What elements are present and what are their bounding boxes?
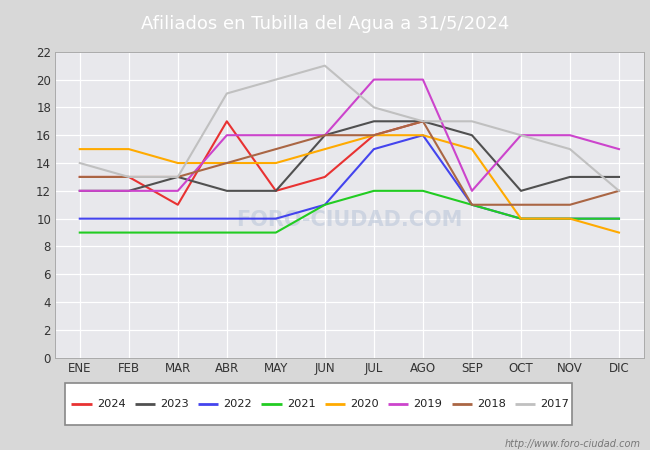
- Text: 2024: 2024: [97, 399, 125, 409]
- Text: 2020: 2020: [350, 399, 379, 409]
- Text: FORO-CIUDAD.COM: FORO-CIUDAD.COM: [236, 210, 463, 230]
- Text: 2023: 2023: [160, 399, 188, 409]
- Text: Afiliados en Tubilla del Agua a 31/5/2024: Afiliados en Tubilla del Agua a 31/5/202…: [141, 14, 509, 33]
- Text: http://www.foro-ciudad.com: http://www.foro-ciudad.com: [504, 439, 640, 449]
- Text: 2017: 2017: [540, 399, 569, 409]
- Text: 2019: 2019: [413, 399, 443, 409]
- Text: 2021: 2021: [287, 399, 315, 409]
- Text: 2022: 2022: [224, 399, 252, 409]
- Text: 2018: 2018: [477, 399, 506, 409]
